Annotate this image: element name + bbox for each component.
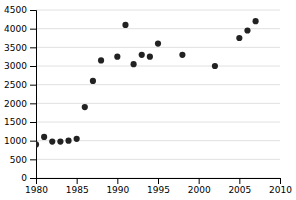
axis-line [37,179,281,185]
tick: 0 [21,173,36,183]
tick: 2500 [4,80,36,90]
tick-mark [30,178,36,179]
point [98,57,104,63]
point [212,63,218,69]
tick-mark [239,178,240,184]
grid-line [36,66,280,67]
point [114,54,120,60]
tick: 2000 [4,99,36,109]
axis-line [30,11,37,179]
tick-mark [30,103,36,104]
tick-mark [30,47,36,48]
point [82,104,88,110]
point [244,27,250,33]
tick-mark [117,178,118,184]
tick-mark [30,29,36,30]
tick-mark [30,141,36,142]
tick: 4000 [4,24,36,34]
chart: 1980 1985 1990 1995 2000 2005 2010 0 500 1000 1500… [0,0,296,200]
plot: 1980 1985 1990 1995 2000 2005 2010 0 500 1000 1500… [4,5,292,195]
points [36,18,259,147]
grid-line [36,122,280,123]
point [36,141,39,147]
tick-mark [30,122,36,123]
point [74,136,80,142]
grid-line [36,103,280,104]
point [49,139,55,145]
grid-line [36,84,280,85]
tick-label: 500 [10,155,27,165]
tick: 1980 [25,178,48,195]
tick-label: 4000 [4,24,27,34]
tick-mark [280,178,281,184]
point [147,54,153,60]
tick-label: 2000 [188,185,211,195]
point [90,78,96,84]
point [155,41,161,47]
tick-label: 0 [21,173,27,183]
point [253,18,259,24]
tick-label: 2500 [4,80,27,90]
grid-line [36,159,280,160]
grid-line [36,10,280,11]
tick-label: 4500 [4,5,27,15]
grid-line [36,28,280,29]
tick: 500 [10,155,36,165]
y-axis: 0 500 1000 1500 2000 2500 3000 3500 4000 4500 [4,5,36,183]
tick: 1500 [4,117,36,127]
tick-mark [30,159,36,160]
grid [36,10,280,178]
tick-mark [30,85,36,86]
tick-mark [30,66,36,67]
tick-label: 3000 [4,61,27,71]
tick-label: 1990 [106,185,129,195]
tick-label: 1500 [4,117,27,127]
tick-label: 1985 [66,185,89,195]
tick: 2010 [269,178,292,195]
tick: 3500 [4,43,36,53]
tick-label: 1995 [147,185,170,195]
tick-label: 1000 [4,136,27,146]
tick: 4500 [4,5,36,15]
tick: 2000 [188,178,211,195]
tick: 2005 [228,178,251,195]
tick-label: 2010 [269,185,292,195]
tick-mark [30,10,36,11]
tick: 1985 [66,178,89,195]
tick: 1000 [4,136,36,146]
grid-line [36,140,280,141]
point [179,52,185,58]
point [122,22,128,28]
tick-mark [77,178,78,184]
point [41,134,47,140]
point [131,61,137,67]
tick-label: 3500 [4,43,27,53]
tick: 3000 [4,61,36,71]
tick-label: 1980 [25,185,48,195]
grid-line [36,47,280,48]
tick-label: 2000 [4,99,27,109]
tick-mark [199,178,200,184]
x-axis: 1980 1985 1990 1995 2000 2005 2010 [25,178,292,195]
tick-label: 2005 [228,185,251,195]
point [236,35,242,41]
point [57,139,63,145]
point [65,138,71,144]
point [139,52,145,58]
tick-mark [158,178,159,184]
tick: 1990 [106,178,129,195]
tick: 1995 [147,178,170,195]
